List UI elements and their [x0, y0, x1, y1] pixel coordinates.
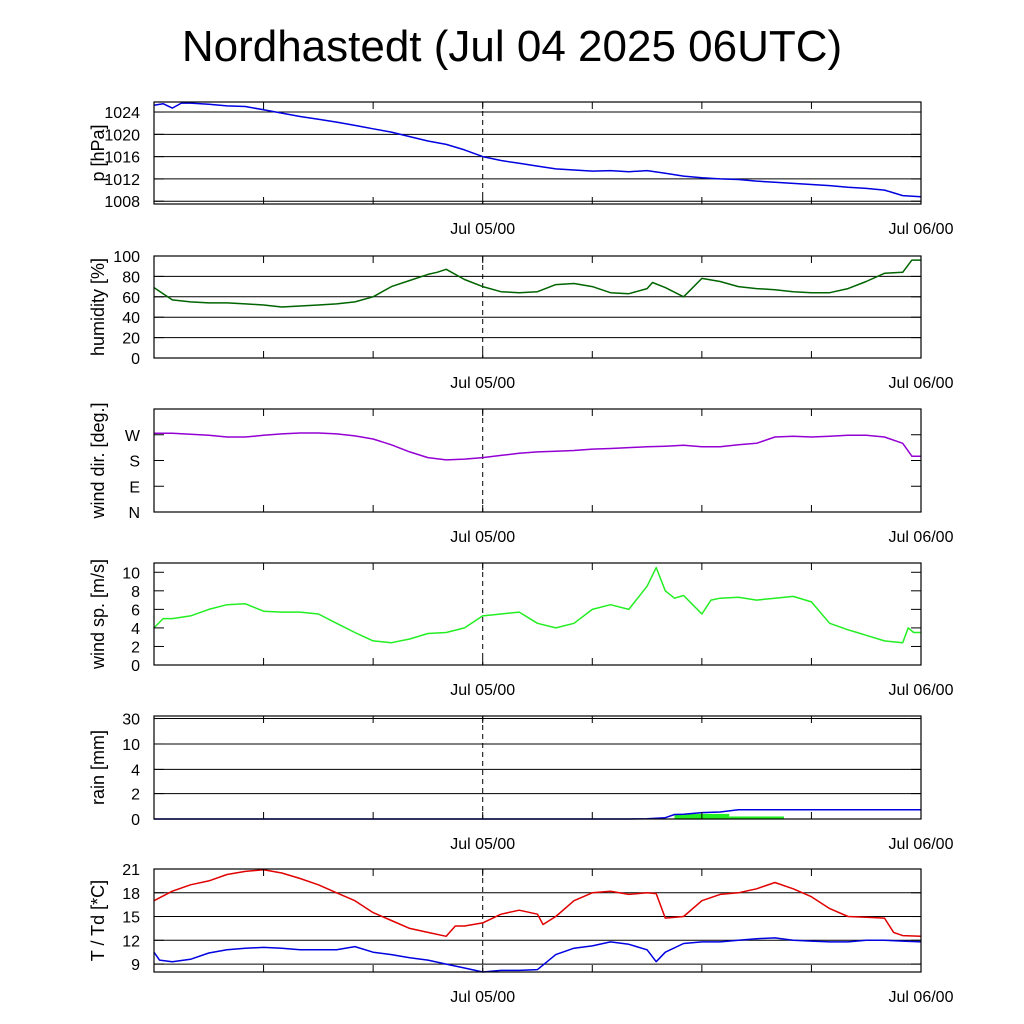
- y-tick-label: 40: [122, 310, 140, 327]
- y-tick-label: 4: [131, 762, 140, 779]
- y-tick-label: 20: [122, 331, 140, 348]
- x-tick-label: Jul 06/00: [889, 836, 954, 853]
- panel-wind_speed: 0 24 68 10 wind sp. [m/s] Jul 05/00 Jul 06/00: [88, 559, 954, 699]
- y-tick-label: 2: [131, 639, 140, 656]
- series-line-humidity: [153, 259, 921, 308]
- y-tick-label: 0: [131, 351, 140, 368]
- y-tick-label: 21: [122, 862, 140, 879]
- panel-temperature: 9 12 15 18 21 T / Td [*C] Jul 05/00 Jul 06/00: [88, 862, 954, 1006]
- y-tick-label: S: [129, 454, 140, 471]
- y-tick-label: 4: [131, 621, 140, 638]
- x-tick-label: Jul 06/00: [889, 989, 954, 1006]
- y-tick-label: 80: [122, 269, 140, 286]
- panel-pressure: 1008 1012 1016 1020 1024 p [hPa] Jul 05/00 Jul …: [88, 101, 954, 238]
- series-line-dewpoint: [153, 937, 922, 973]
- y-axis-label: humidity [%]: [88, 258, 108, 356]
- plot-frame: [153, 715, 922, 820]
- y-tick-label: 1008: [104, 194, 140, 211]
- plot-frame: [153, 101, 922, 205]
- y-tick-label: 0: [131, 658, 140, 675]
- x-tick-label: Jul 05/00: [450, 836, 515, 853]
- series-line-temperature: [153, 869, 922, 938]
- y-tick-label: W: [125, 428, 141, 445]
- y-tick-label: 30: [122, 712, 140, 729]
- x-tick-label: Jul 05/00: [450, 221, 515, 238]
- plot-frame: [153, 255, 922, 359]
- plot-frame: [153, 562, 922, 666]
- chart-title: Nordhastedt (Jul 04 2025 06UTC): [181, 22, 843, 71]
- y-tick-label: 60: [122, 290, 140, 307]
- y-tick-label: 2: [131, 787, 140, 804]
- y-tick-label: E: [129, 479, 140, 496]
- x-tick-label: Jul 06/00: [889, 375, 954, 392]
- x-tick-label: Jul 05/00: [450, 375, 515, 392]
- y-axis-label: wind dir. [deg.]: [88, 402, 108, 519]
- plot-frame: [153, 868, 922, 973]
- panel-humidity: 0 20 40 60 80 100 humidity [%] Jul 05/00 Jul 06/…: [88, 249, 954, 392]
- y-tick-label: 6: [131, 602, 140, 619]
- y-tick-label: 10: [122, 737, 140, 754]
- y-tick-label: 1016: [104, 150, 140, 167]
- y-tick-label: 1024: [104, 105, 140, 122]
- y-tick-label: 18: [122, 886, 140, 903]
- series-line-wind_dir: [154, 432, 921, 461]
- y-tick-label: 8: [131, 584, 140, 601]
- y-axis-label: T / Td [*C]: [88, 880, 108, 961]
- plot-frame: [153, 408, 922, 513]
- series-line-wind_speed: [153, 566, 921, 644]
- y-tick-label: 12: [122, 933, 140, 950]
- x-tick-label: Jul 05/00: [450, 529, 515, 546]
- y-tick-label: 1020: [104, 127, 140, 144]
- y-tick-label: 15: [122, 910, 140, 927]
- series-line-rain_accum: [154, 809, 921, 820]
- y-axis-label: wind sp. [m/s]: [88, 559, 108, 670]
- y-tick-label: 100: [113, 249, 140, 266]
- y-tick-label: N: [128, 505, 140, 522]
- x-tick-label: Jul 06/00: [889, 682, 954, 699]
- series-line-pressure: [153, 102, 922, 198]
- y-axis-label: rain [mm]: [88, 730, 108, 805]
- y-tick-label: 9: [131, 957, 140, 974]
- x-tick-label: Jul 05/00: [450, 989, 515, 1006]
- y-axis-label: p [hPa]: [88, 124, 108, 181]
- x-tick-label: Jul 05/00: [450, 682, 515, 699]
- y-tick-label: 0: [131, 812, 140, 829]
- y-tick-label: 10: [122, 565, 140, 582]
- x-tick-label: Jul 06/00: [889, 221, 954, 238]
- x-tick-label: Jul 06/00: [889, 529, 954, 546]
- panel-rain: 0 2 4 10 30 rain [mm] Jul 05/00 Jul 06/00: [88, 712, 954, 853]
- rain-bar: [729, 816, 785, 819]
- y-tick-label: 1012: [104, 172, 140, 189]
